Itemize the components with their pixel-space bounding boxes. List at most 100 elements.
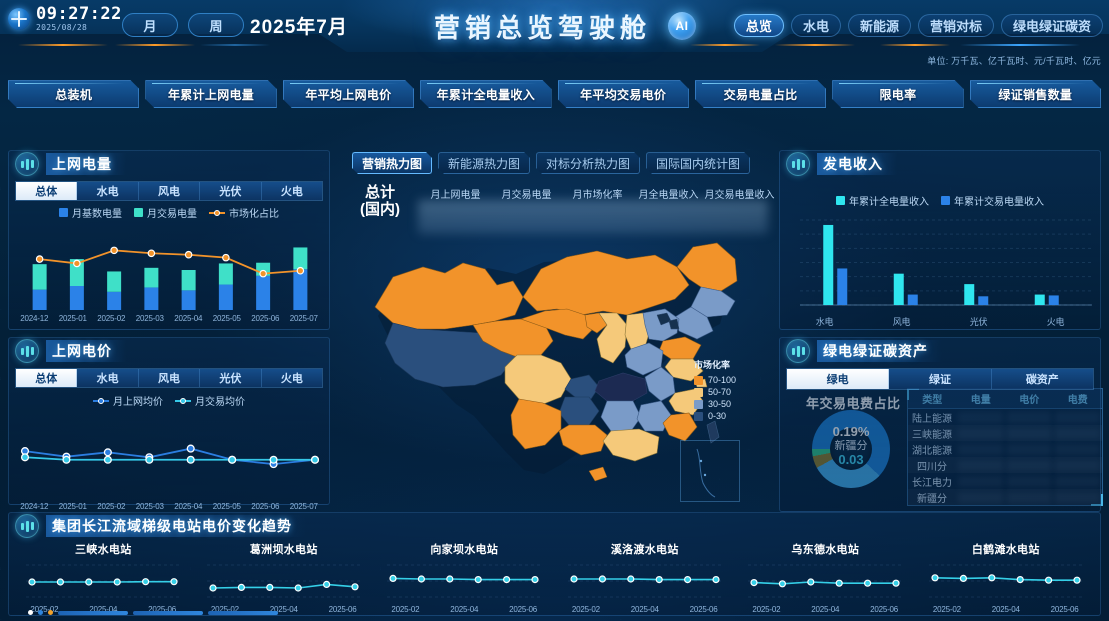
cascade-station-title-1: 葛洲坝水电站	[249, 544, 318, 556]
kpi-button-row: 总装机 年累计上网电量 年平均上网电价 年累计全电量收入 年平均交易电价 交易电量占比 限电…	[0, 80, 1109, 110]
map-tab-1[interactable]: 新能源热力图	[438, 152, 530, 174]
tab-green-2[interactable]: 碳资产	[991, 369, 1093, 389]
nav-item-0[interactable]: 总览	[733, 14, 784, 37]
company-logo-icon	[8, 8, 30, 30]
kpi-button-3[interactable]: 年累计全电量收入	[420, 80, 551, 108]
tab-online-power-3[interactable]: 光伏	[200, 182, 262, 200]
tab-online-price-3[interactable]: 光伏	[200, 369, 262, 387]
page-dot-3[interactable]	[48, 610, 53, 615]
cascade-station-5: 白鹤滩水电站 2025-02 2025-04 2025-06	[918, 541, 1095, 614]
map-stat-col-2: 月市场化率	[572, 190, 623, 201]
legend-item-avg-trade-price: 月交易均价	[175, 393, 245, 408]
panel-green-assets-title: 绿电绿证碳资产	[817, 340, 942, 362]
map-total-label: 总计 (国内)	[360, 184, 400, 218]
header-accent-line-6	[880, 44, 950, 46]
legend-swatch-trade-power	[134, 208, 143, 217]
ai-assistant-badge[interactable]: AI	[668, 12, 696, 40]
panel-revenue-title: 发电收入	[817, 153, 897, 175]
axis-tick-1: 风电	[892, 317, 911, 327]
tab-online-price-4[interactable]: 火电	[261, 369, 323, 387]
cascade-axis-4: 2025-02 2025-04 2025-06	[737, 605, 914, 614]
logo-clock-group: 09:27:22 2025/08/28	[8, 5, 122, 33]
tab-online-power-2[interactable]: 风电	[138, 182, 201, 200]
cascade-pagination[interactable]	[28, 610, 278, 615]
cascade-station-1: 葛洲坝水电站 2025-02 2025-04 2025-06	[196, 541, 373, 614]
axis-tick-2: 2025-06	[1050, 605, 1079, 614]
kpi-button-5[interactable]: 交易电量占比	[695, 80, 826, 108]
page-bar-2[interactable]	[133, 610, 203, 615]
line-chart-icon	[15, 339, 39, 363]
header-accent-line-7	[960, 44, 1080, 46]
header-accent-line-1	[18, 44, 108, 46]
tab-online-power-4[interactable]: 火电	[261, 182, 323, 200]
map-stat-col-4: 月交易电量收入	[704, 190, 775, 201]
cascade-axis-3: 2025-02 2025-04 2025-06	[557, 605, 734, 614]
kpi-button-4[interactable]: 年平均交易电价	[558, 80, 689, 108]
cascade-station-3: 溪洛渡水电站 2025-02 2025-04 2025-06	[557, 541, 734, 614]
axis-tick-3: 2025-03	[135, 314, 164, 323]
page-title: 营销总览驾驶舱	[434, 13, 652, 43]
map-legend-row-0: 70-100	[694, 374, 736, 386]
page-dot-1[interactable]	[28, 610, 33, 615]
panel-online-price-header: 上网电价	[9, 338, 329, 364]
nav-item-3[interactable]: 营销对标	[917, 14, 994, 37]
online-price-chart	[20, 444, 320, 469]
axis-tick-1: 2025-04	[630, 605, 659, 614]
revenue-chart-icon	[786, 152, 810, 176]
tab-green-0[interactable]: 绿电	[787, 369, 890, 389]
map-legend-swatch-2	[694, 399, 703, 409]
green-assets-tabs: 绿电 绿证 碳资产	[786, 368, 1094, 390]
map-legend-title: 市场化率	[694, 360, 731, 370]
kpi-button-6[interactable]: 限电率	[832, 80, 963, 108]
map-total-label-line1: 总计	[364, 184, 395, 201]
legend-label-trade-revenue: 年累计交易电量收入	[954, 197, 1044, 208]
kpi-button-0[interactable]: 总装机	[8, 80, 139, 108]
page-dot-2[interactable]	[38, 610, 43, 615]
axis-tick-5: 2025-05	[212, 314, 241, 323]
map-tab-2[interactable]: 对标分析热力图	[536, 152, 640, 174]
week-toggle-button[interactable]: 周	[188, 13, 244, 37]
kpi-button-7[interactable]: 绿证销售数量	[970, 80, 1101, 108]
cascade-station-2: 向家坝水电站 2025-02 2025-04 2025-06	[376, 541, 553, 614]
legend-item-market-ratio: 市场化占比	[209, 205, 279, 220]
axis-tick-0: 2024-12	[20, 502, 49, 511]
panel-online-power-header: 上网电量	[9, 151, 329, 177]
cascade-station-4: 乌东德水电站 2025-02 2025-04 2025-06	[737, 541, 914, 614]
china-choropleth-map[interactable]	[345, 215, 775, 515]
page-bar-1[interactable]	[58, 610, 128, 615]
month-toggle-button[interactable]: 月	[122, 13, 178, 37]
cascade-station-0: 三峡水电站 2025-02 2025-04 2025-06	[15, 541, 192, 614]
map-tab-0[interactable]: 营销热力图	[352, 152, 432, 174]
axis-tick-4: 2025-04	[174, 314, 203, 323]
kpi-button-1[interactable]: 年累计上网电量	[145, 80, 276, 108]
map-legend-label-3: 0-30	[708, 411, 727, 421]
cascade-chart-row: 三峡水电站 2025-02 2025-04 2025-06 葛洲坝水电站 2025-02 2…	[9, 539, 1100, 614]
tab-online-price-2[interactable]: 风电	[138, 369, 201, 387]
period-label: 2025年7月	[250, 17, 348, 38]
nav-item-2[interactable]: 新能源	[847, 14, 911, 37]
panel-green-assets-header: 绿电绿证碳资产	[780, 338, 1100, 364]
page-bar-3[interactable]	[208, 610, 278, 615]
nav-item-1[interactable]: 水电	[790, 14, 841, 37]
nav-item-4[interactable]: 绿电绿证碳资	[1000, 14, 1103, 37]
axis-tick-1: 2025-04	[811, 605, 840, 614]
axis-tick-2: 2025-06	[148, 605, 177, 614]
revenue-legend: 年累计全电量收入 年累计交易电量收入	[780, 193, 1100, 208]
tab-online-price-1[interactable]: 水电	[77, 369, 139, 387]
legend-label-avg-online-price: 月上网均价	[113, 397, 163, 408]
map-tab-3[interactable]: 国际国内统计图	[646, 152, 750, 174]
tab-online-price-0[interactable]: 总体	[16, 369, 78, 387]
tab-online-power-0[interactable]: 总体	[16, 182, 78, 200]
legend-swatch-base-power	[59, 208, 68, 217]
tab-green-1[interactable]: 绿证	[889, 369, 992, 389]
axis-tick-1: 2025-04	[269, 605, 298, 614]
header-accent-line-3	[200, 44, 270, 46]
axis-tick-0: 水电	[815, 317, 834, 327]
kpi-button-2[interactable]: 年平均上网电价	[283, 80, 414, 108]
tab-online-power-1[interactable]: 水电	[77, 182, 139, 200]
header-accent-line-5	[775, 44, 855, 46]
axis-tick-3: 2025-03	[135, 502, 164, 511]
legend-line-avg-trade-price	[175, 397, 191, 404]
map-stat-values-redacted	[418, 200, 768, 234]
map-stat-col-1: 月交易电量	[501, 190, 552, 201]
